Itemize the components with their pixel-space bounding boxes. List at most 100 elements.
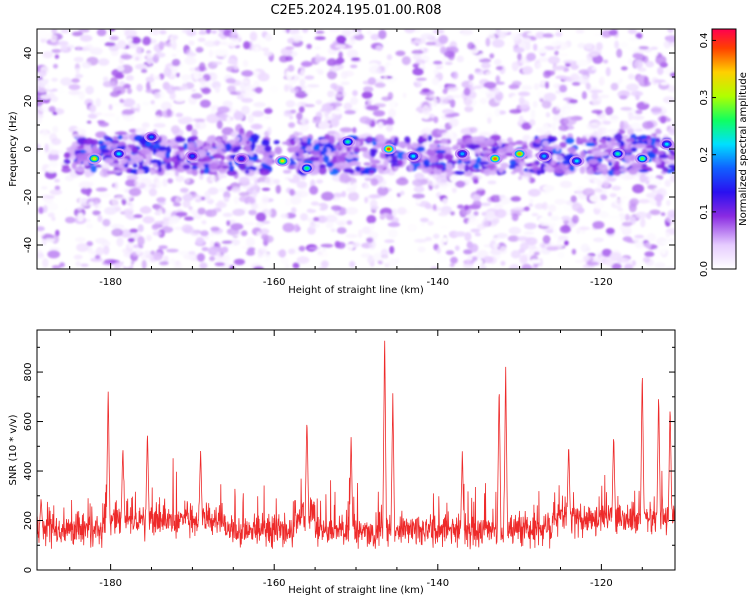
spectrogram-noise-cell	[259, 38, 267, 48]
spectrogram-noise-cell	[141, 122, 150, 129]
spectrogram-noise-cell	[174, 192, 185, 197]
spectrogram-noise-cell	[655, 55, 667, 65]
colorbar-ticks: 0.0 0.1 0.2 0.3 0.4	[699, 32, 716, 277]
spectrogram-noise-cell	[160, 101, 172, 111]
spectrogram-noise-cell	[490, 194, 502, 203]
spectrogram-signal-cell	[129, 169, 139, 174]
spectrogram-signal-cell	[610, 142, 621, 146]
spectrogram-noise-cell	[201, 220, 207, 225]
spectrogram-noise-cell	[599, 194, 608, 201]
spectrogram-signal-cell	[550, 162, 556, 166]
spectrogram-signal-cell	[426, 166, 434, 173]
spectrogram-noise-cell	[619, 195, 629, 200]
spectrogram-signal-cell	[601, 142, 607, 150]
spectrogram-noise-cell	[175, 175, 185, 183]
spectrogram-noise-cell	[519, 254, 528, 264]
spectrogram-noise-cell	[221, 127, 234, 136]
spectrogram-noise-cell	[152, 230, 162, 236]
spectrogram-signal-cell	[469, 144, 481, 150]
spectrogram-noise-cell	[425, 41, 437, 46]
spectrogram-noise-cell	[256, 231, 261, 237]
spectrogram-noise-cell	[596, 111, 602, 116]
spectrogram-signal-cell	[102, 144, 108, 149]
spectrogram-noise-cell	[208, 46, 215, 51]
spectrogram-hotspot	[460, 152, 465, 156]
spectrogram-signal-cell	[226, 169, 237, 176]
spectrogram-noise-cell	[535, 31, 546, 39]
spectrogram-noise-cell	[104, 206, 117, 215]
spectrogram-noise-cell	[537, 111, 545, 117]
spectrogram-noise-cell	[424, 236, 433, 242]
spectrogram-noise-cell	[292, 262, 300, 269]
spectrogram-noise-cell	[287, 64, 295, 72]
spectrogram-hotspot	[92, 157, 97, 161]
spectrogram-noise-cell	[478, 87, 490, 94]
spectrogram-noise-cell	[264, 33, 273, 42]
spectrogram-noise-cell	[75, 261, 81, 267]
spectrogram-noise-cell	[543, 92, 557, 102]
spectrogram-noise-cell	[60, 77, 73, 86]
spectrogram-noise-cell	[509, 109, 522, 114]
spectrogram-noise-cell	[624, 214, 630, 221]
spectrogram-noise-cell	[199, 77, 207, 85]
spectrogram-noise-cell	[263, 235, 274, 244]
spectrogram-signal-cell	[591, 150, 603, 157]
spectrogram-noise-cell	[209, 105, 221, 110]
spectrogram-noise-cell	[527, 244, 537, 250]
spectrogram-noise-cell	[330, 117, 340, 128]
spectrogram-signal-cell	[508, 164, 516, 169]
spectrogram-noise-cell	[207, 187, 219, 195]
spectrogram-noise-cell	[81, 61, 92, 69]
spectrogram-noise-cell	[412, 67, 424, 76]
spectrogram-noise-cell	[644, 242, 652, 249]
spectrogram-signal-cell	[318, 167, 327, 175]
spectrogram-noise-cell	[649, 209, 661, 216]
spectrogram-signal-cell	[421, 155, 426, 161]
spectrogram-noise-cell	[402, 92, 407, 99]
spectrogram-noise-cell	[204, 190, 211, 200]
spectrogram-signal-cell	[465, 138, 473, 144]
spectrogram-noise-cell	[284, 263, 290, 269]
spectrogram-noise-cell	[263, 51, 273, 57]
spectrogram-noise-cell	[508, 226, 522, 235]
spectrogram-noise-cell	[85, 85, 94, 95]
spectrogram-noise-cell	[250, 202, 259, 210]
spectrogram-noise-cell	[474, 232, 482, 237]
spectrogram-signal-cell	[63, 158, 71, 165]
spectrogram-noise-cell	[199, 29, 205, 32]
spectrogram-signal-cell	[629, 154, 636, 162]
spectrogram-noise-cell	[63, 206, 70, 212]
spectrogram-noise-cell	[543, 70, 551, 79]
spectrogram-noise-cell	[621, 172, 633, 181]
spectrogram-noise-cell	[255, 221, 264, 228]
x-tick-label: -180	[99, 277, 122, 288]
spectrogram-noise-cell	[198, 31, 207, 35]
spectrogram-signal-cell	[408, 163, 414, 172]
spectrogram-noise-cell	[523, 206, 530, 212]
spectrogram-noise-cell	[253, 102, 266, 108]
y-tick-label: -20	[23, 189, 34, 205]
spectrogram-noise-cell	[329, 102, 343, 107]
spectrogram-signal-cell	[576, 138, 586, 144]
spectrogram-noise-cell	[40, 79, 49, 85]
spectrogram-noise-cell	[330, 64, 339, 73]
spectrogram-hotspot	[665, 142, 669, 146]
y-tick-label: 400	[23, 461, 34, 480]
spectrogram-noise-cell	[555, 89, 562, 94]
spectrogram-noise-cell	[350, 242, 361, 248]
spectrogram-noise-cell	[661, 105, 666, 114]
spectrogram-signal-cell	[197, 158, 208, 162]
spectrogram-noise-cell	[669, 174, 675, 183]
x-tick-label: -160	[263, 277, 286, 288]
spectrogram-noise-cell	[227, 85, 236, 93]
spectrogram-noise-cell	[211, 36, 221, 41]
spectrogram-noise-cell	[511, 32, 521, 41]
spectrogram-noise-cell	[142, 205, 150, 214]
spectrogram-noise-cell	[494, 208, 507, 219]
spectrogram-signal-cell	[542, 145, 554, 152]
spectrogram-noise-cell	[511, 95, 518, 104]
spectrogram-noise-cell	[241, 122, 247, 128]
spectrogram-noise-cell	[364, 177, 373, 182]
spectrogram-noise-cell	[245, 237, 256, 247]
spectrogram-noise-cell	[122, 194, 133, 201]
